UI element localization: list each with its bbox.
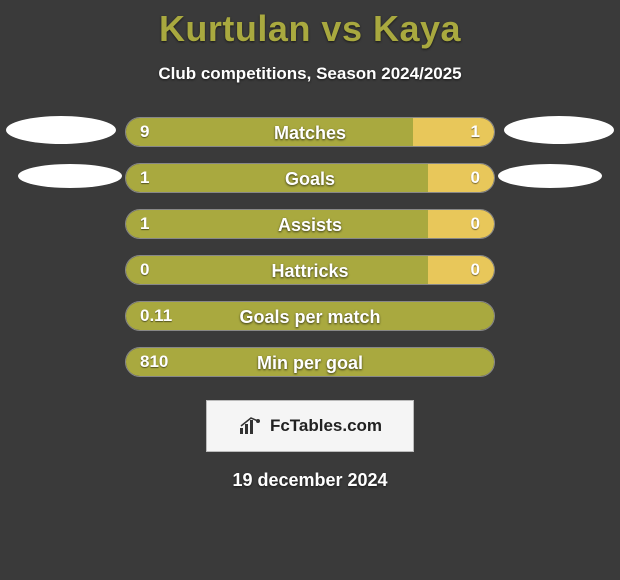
stat-row: 00Hattricks [0,254,620,286]
stat-bar: 0.11Goals per match [125,301,495,331]
date-text: 19 december 2024 [0,470,620,491]
player-right-avatar [504,116,614,144]
stat-bar: 91Matches [125,117,495,147]
player-right-avatar [498,164,602,188]
stat-row: 10Goals [0,162,620,194]
stat-right-value: 0 [428,210,494,238]
page-title: Kurtulan vs Kaya [0,0,620,50]
stat-right-value: 0 [428,164,494,192]
stat-left-value: 810 [126,348,494,376]
subtitle: Club competitions, Season 2024/2025 [0,64,620,84]
stat-left-value: 0.11 [126,302,494,330]
stat-row: 91Matches [0,116,620,148]
stat-bar: 10Assists [125,209,495,239]
stat-bar: 10Goals [125,163,495,193]
stat-bar: 00Hattricks [125,255,495,285]
stat-row: 810Min per goal [0,346,620,378]
stat-left-value: 1 [126,210,428,238]
logo-box: FcTables.com [206,400,414,452]
stat-row: 10Assists [0,208,620,240]
stat-right-value: 1 [413,118,494,146]
stat-left-value: 1 [126,164,428,192]
logo-text: FcTables.com [270,416,382,436]
stat-right-value: 0 [428,256,494,284]
fctables-icon [238,416,264,436]
player-left-avatar [18,164,122,188]
stat-bar: 810Min per goal [125,347,495,377]
player-left-avatar [6,116,116,144]
stat-left-value: 9 [126,118,413,146]
stat-row: 0.11Goals per match [0,300,620,332]
stat-left-value: 0 [126,256,428,284]
stats-container: 91Matches 10Goals 10Assists 00Hattricks 0.11… [0,116,620,378]
